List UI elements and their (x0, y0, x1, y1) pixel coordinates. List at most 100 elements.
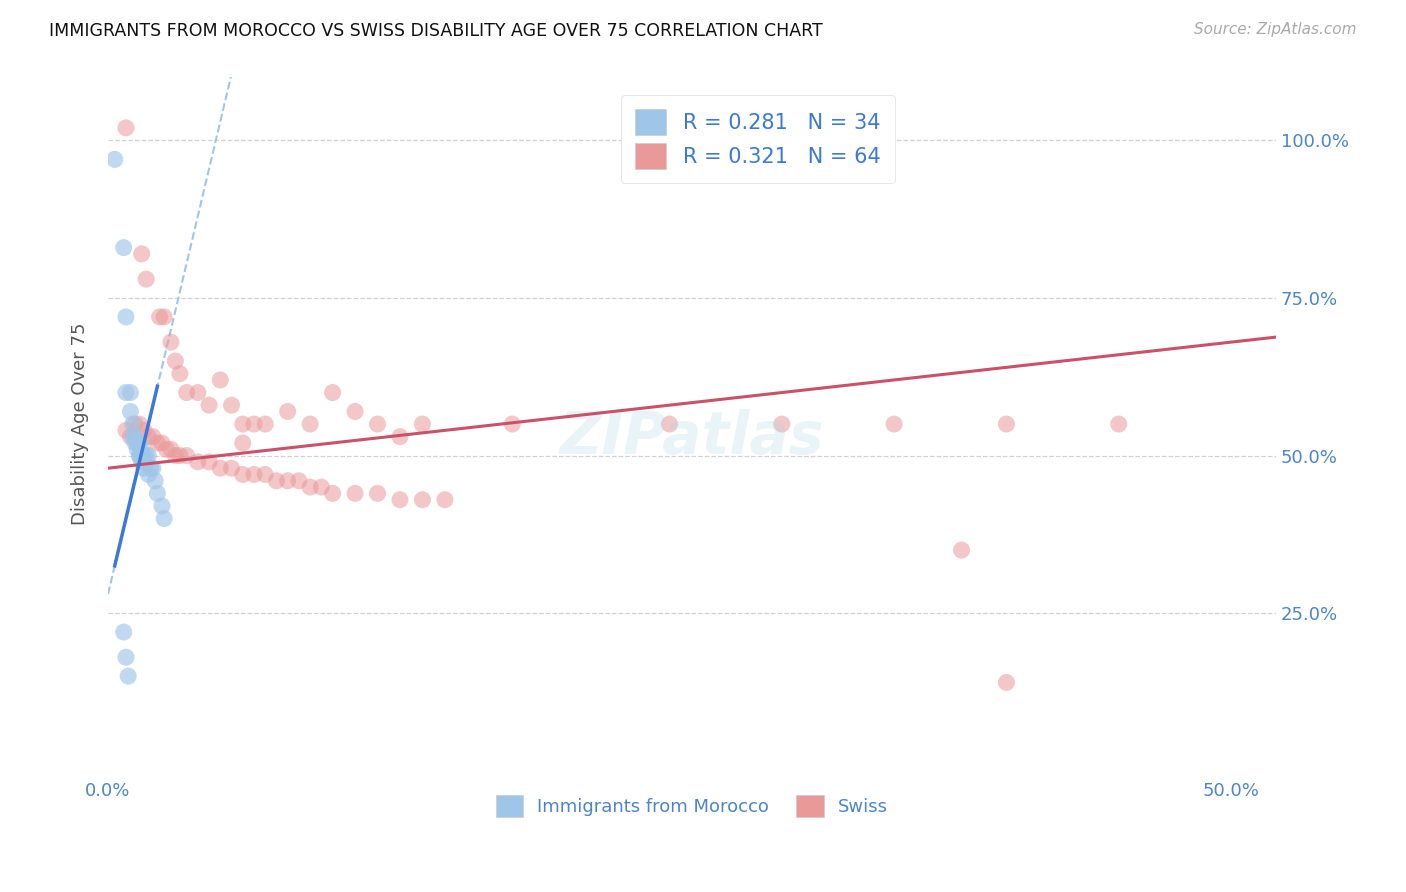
Point (120, 385, 142, 400)
Point (198, 455, 221, 469)
Point (128, 449, 150, 463)
Point (187, 385, 209, 400)
Point (131, 455, 153, 469)
Point (124, 436, 146, 450)
Point (146, 486, 169, 500)
Point (139, 461, 162, 475)
Point (658, 417, 681, 431)
Point (322, 385, 344, 400)
Point (1108, 417, 1130, 431)
Point (131, 247, 153, 261)
Point (232, 467, 254, 482)
Point (221, 398, 243, 412)
Point (149, 310, 172, 324)
Point (176, 385, 198, 400)
Point (176, 449, 198, 463)
Point (115, 650, 138, 665)
Point (198, 398, 221, 412)
Point (121, 417, 143, 431)
Legend: Immigrants from Morocco, Swiss: Immigrants from Morocco, Swiss (489, 788, 896, 824)
Point (883, 417, 905, 431)
Point (232, 417, 254, 431)
Point (132, 455, 155, 469)
Point (411, 417, 433, 431)
Point (115, 120, 138, 135)
Point (132, 449, 155, 463)
Point (124, 417, 146, 431)
Point (254, 417, 277, 431)
Point (277, 404, 299, 418)
Point (770, 417, 793, 431)
Point (169, 367, 191, 381)
Point (115, 310, 138, 324)
Point (277, 474, 299, 488)
Point (165, 354, 187, 368)
Point (187, 455, 209, 469)
Point (411, 492, 433, 507)
Point (388, 492, 411, 507)
Point (501, 417, 523, 431)
Point (131, 442, 153, 457)
Point (209, 373, 232, 387)
Point (143, 474, 166, 488)
Point (135, 272, 157, 286)
Point (132, 423, 155, 437)
Text: IMMIGRANTS FROM MOROCCO VS SWISS DISABILITY AGE OVER 75 CORRELATION CHART: IMMIGRANTS FROM MOROCCO VS SWISS DISABIL… (49, 22, 823, 40)
Point (131, 449, 153, 463)
Point (155, 442, 177, 457)
Point (150, 499, 173, 513)
Point (344, 486, 367, 500)
Point (127, 436, 149, 450)
Point (232, 436, 254, 450)
Point (344, 404, 367, 418)
Point (950, 543, 973, 558)
Point (142, 430, 165, 444)
Point (153, 511, 176, 525)
Point (112, 625, 135, 640)
Point (266, 474, 288, 488)
Point (117, 669, 139, 683)
Point (299, 480, 322, 494)
Point (121, 430, 143, 444)
Point (128, 436, 150, 450)
Point (433, 492, 456, 507)
Point (322, 486, 344, 500)
Point (135, 449, 157, 463)
Point (165, 449, 187, 463)
Text: Source: ZipAtlas.com: Source: ZipAtlas.com (1194, 22, 1357, 37)
Point (311, 480, 333, 494)
Point (243, 467, 266, 482)
Point (254, 467, 277, 482)
Point (120, 404, 142, 418)
Point (128, 417, 150, 431)
Point (160, 335, 183, 350)
Point (115, 385, 138, 400)
Point (288, 474, 311, 488)
Point (153, 310, 176, 324)
Point (127, 442, 149, 457)
Point (112, 241, 135, 255)
Point (995, 675, 1018, 690)
Point (124, 430, 146, 444)
Point (367, 486, 389, 500)
Point (135, 455, 157, 469)
Point (120, 430, 142, 444)
Point (142, 461, 165, 475)
Point (146, 436, 169, 450)
Text: ZIPatlas: ZIPatlas (560, 409, 824, 467)
Point (138, 467, 160, 482)
Point (243, 417, 266, 431)
Point (128, 449, 150, 463)
Point (367, 417, 389, 431)
Point (138, 449, 160, 463)
Point (138, 430, 160, 444)
Point (169, 449, 191, 463)
Point (150, 436, 173, 450)
Y-axis label: Disability Age Over 75: Disability Age Over 75 (72, 323, 89, 525)
Point (160, 442, 183, 457)
Point (299, 417, 322, 431)
Point (995, 417, 1018, 431)
Point (104, 153, 127, 167)
Point (209, 461, 232, 475)
Point (221, 461, 243, 475)
